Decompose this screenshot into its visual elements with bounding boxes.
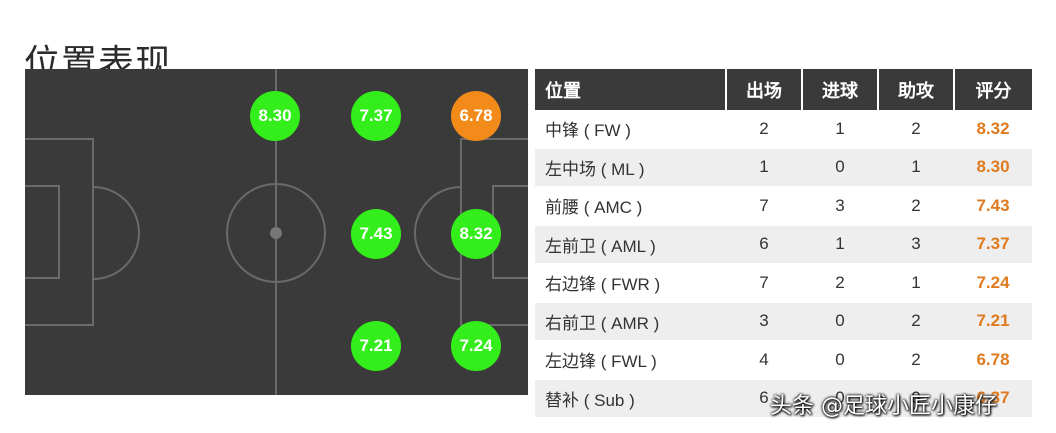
cell-position: 左中场 ( ML ) xyxy=(535,148,726,187)
table-row: 左前卫 ( AML ) 6 1 3 7.37 xyxy=(535,225,1032,264)
cell-apps: 2 xyxy=(726,110,802,149)
cell-position: 右边锋 ( FWR ) xyxy=(535,263,726,303)
cell-assists: 2 xyxy=(878,186,954,226)
table-row: 替补 ( Sub ) 6 0 0 6.37 xyxy=(535,379,1032,418)
cell-rating: 7.24 xyxy=(954,263,1032,303)
cell-goals: 1 xyxy=(802,110,878,149)
cell-assists: 2 xyxy=(878,110,954,149)
rating-bubble-fwr: 7.24 xyxy=(451,321,501,371)
cell-position: 左边锋 ( FWL ) xyxy=(535,340,726,380)
rating-bubble-aml: 7.37 xyxy=(351,91,401,141)
cell-assists: 0 xyxy=(878,379,954,418)
cell-position: 中锋 ( FW ) xyxy=(535,110,726,149)
header-apps: 出场 xyxy=(726,69,803,110)
cell-apps: 4 xyxy=(726,340,802,380)
watermark: 头条 @足球小匠小康仔 xyxy=(770,394,997,419)
cell-assists: 2 xyxy=(878,340,954,380)
cell-assists: 3 xyxy=(878,225,954,264)
left-penalty-arc xyxy=(92,186,140,280)
cell-rating: 8.32 xyxy=(954,110,1032,149)
cell-rating: 7.37 xyxy=(954,225,1032,264)
cell-assists: 2 xyxy=(878,302,954,341)
cell-apps: 6 xyxy=(726,379,802,418)
rating-bubble-amr: 7.21 xyxy=(351,321,401,371)
cell-position: 左前卫 ( AML ) xyxy=(535,225,726,264)
cell-goals: 0 xyxy=(802,340,878,380)
left-penalty-box xyxy=(25,138,94,326)
cell-rating: 6.37 xyxy=(954,379,1032,418)
center-spot xyxy=(270,227,282,239)
cell-apps: 1 xyxy=(726,148,802,187)
table-header-row: 位置 出场 进球 助攻 评分 xyxy=(535,69,1032,110)
header-rating: 评分 xyxy=(954,69,1032,110)
cell-assists: 1 xyxy=(878,263,954,303)
position-stats-table: 位置 出场 进球 助攻 评分 中锋 ( FW ) 2 1 2 8.32 左中场 … xyxy=(535,69,1032,418)
cell-apps: 7 xyxy=(726,186,802,226)
cell-position: 前腰 ( AMC ) xyxy=(535,186,726,226)
table-row: 左边锋 ( FWL ) 4 0 2 6.78 xyxy=(535,340,1032,380)
table-row: 右前卫 ( AMR ) 3 0 2 7.21 xyxy=(535,302,1032,341)
rating-bubble-fw: 8.32 xyxy=(451,209,501,259)
cell-position: 替补 ( Sub ) xyxy=(535,379,726,418)
cell-goals: 0 xyxy=(802,302,878,341)
cell-goals: 0 xyxy=(802,148,878,187)
cell-goals: 0 xyxy=(802,379,878,418)
center-circle xyxy=(226,183,326,283)
cell-goals: 1 xyxy=(802,225,878,264)
rating-bubble-fwl: 6.78 xyxy=(451,91,501,141)
table-row: 左中场 ( ML ) 1 0 1 8.30 xyxy=(535,148,1032,187)
pitch-diagram: 8.30 7.37 6.78 7.43 8.32 7.21 7.24 xyxy=(25,69,528,395)
header-goals: 进球 xyxy=(802,69,879,110)
rating-bubble-ml: 8.30 xyxy=(250,91,300,141)
header-position: 位置 xyxy=(535,69,727,110)
cell-apps: 7 xyxy=(726,263,802,303)
cell-assists: 1 xyxy=(878,148,954,187)
cell-rating: 7.21 xyxy=(954,302,1032,341)
cell-rating: 8.30 xyxy=(954,148,1032,187)
rating-bubble-amc: 7.43 xyxy=(351,209,401,259)
right-penalty-arc xyxy=(414,186,462,280)
cell-apps: 3 xyxy=(726,302,802,341)
cell-goals: 2 xyxy=(802,263,878,303)
cell-rating: 7.43 xyxy=(954,186,1032,226)
cell-goals: 3 xyxy=(802,186,878,226)
cell-rating: 6.78 xyxy=(954,340,1032,380)
cell-apps: 6 xyxy=(726,225,802,264)
cell-position: 右前卫 ( AMR ) xyxy=(535,302,726,341)
table-row: 中锋 ( FW ) 2 1 2 8.32 xyxy=(535,110,1032,149)
table-row: 右边锋 ( FWR ) 7 2 1 7.24 xyxy=(535,263,1032,303)
left-goal-box xyxy=(25,185,60,279)
table-row: 前腰 ( AMC ) 7 3 2 7.43 xyxy=(535,186,1032,226)
header-assists: 助攻 xyxy=(878,69,955,110)
